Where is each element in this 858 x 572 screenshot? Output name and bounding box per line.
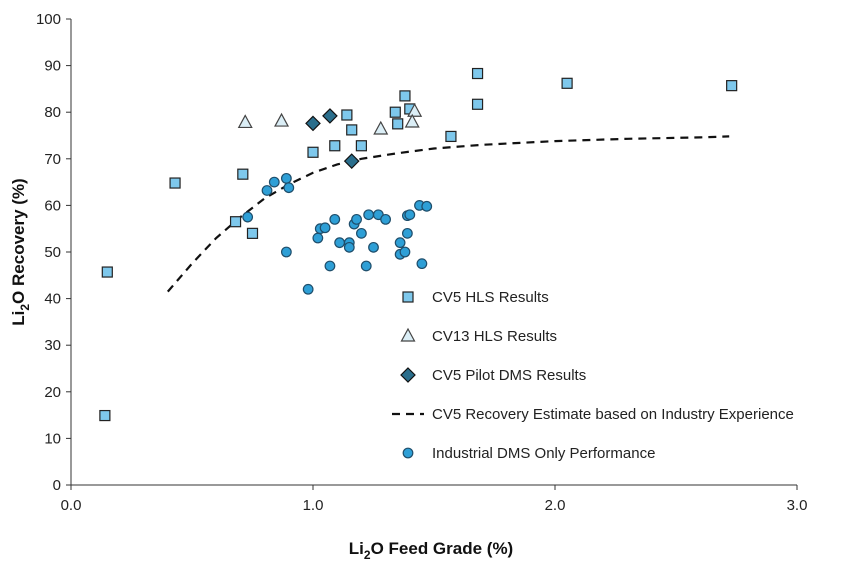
data-point [356, 227, 367, 239]
data-point [351, 213, 362, 225]
series-cv5-hls-results [99, 67, 738, 422]
data-point [373, 120, 389, 135]
legend-item: CV5 HLS Results [402, 289, 549, 306]
y-tick-label: 40 [44, 291, 61, 308]
legend-item: CV5 Pilot DMS Results [400, 367, 586, 384]
data-point [319, 222, 331, 234]
y-tick-label: 50 [44, 244, 61, 261]
data-point [334, 237, 346, 249]
y-axis-title-sub: 2 [18, 304, 32, 311]
data-point [401, 227, 413, 239]
data-point [274, 112, 290, 127]
data-point [392, 118, 404, 130]
data-point [324, 260, 336, 272]
data-point [421, 200, 433, 212]
data-point [399, 90, 411, 102]
data-point [726, 80, 738, 92]
legend-swatch [400, 367, 416, 383]
data-point [101, 266, 113, 278]
y-axis-title-post: O Recovery (%) [9, 178, 28, 304]
plot-area [99, 67, 738, 422]
legend-swatch [402, 447, 414, 459]
series-industrial-dms-only-performance [242, 172, 433, 295]
data-point [246, 227, 259, 239]
data-point [368, 241, 379, 253]
data-point [363, 209, 375, 221]
series-cv13-hls-results [237, 103, 423, 135]
data-point [380, 213, 392, 225]
data-point [169, 177, 181, 189]
data-point [360, 260, 372, 272]
data-point [399, 246, 411, 258]
data-point [268, 176, 280, 188]
data-point [343, 153, 360, 169]
data-point [237, 168, 249, 180]
x-axis-title-sub: 2 [364, 548, 371, 562]
data-point [242, 211, 254, 223]
data-point [394, 237, 406, 249]
data-point [312, 232, 324, 244]
legend-label: CV5 Recovery Estimate based on Industry … [432, 406, 794, 423]
legend-item: Industrial DMS Only Performance [402, 445, 655, 462]
legend-swatch [400, 327, 416, 342]
series-cv5-pilot-dms-results [305, 108, 360, 169]
y-axis-ticks: 0 10 20 30 40 50 60 70 80 90 100 [36, 11, 71, 494]
legend: CV5 HLS Results CV13 HLS Results CV5 Pilot… [392, 289, 794, 462]
legend-swatch [402, 291, 414, 303]
data-point [237, 114, 253, 129]
data-point [445, 130, 457, 143]
y-tick-label: 0 [53, 477, 61, 494]
data-point [404, 113, 420, 128]
y-tick-label: 10 [44, 430, 61, 447]
y-tick-label: 70 [44, 151, 61, 168]
x-axis-ticks: 0.0 1.0 2.0 3.0 [61, 485, 808, 514]
data-point [404, 209, 416, 221]
legend-label: CV13 HLS Results [432, 328, 557, 345]
data-point [329, 213, 341, 225]
y-tick-label: 30 [44, 337, 61, 354]
data-point [261, 185, 273, 196]
data-point [305, 115, 321, 132]
data-point [561, 77, 573, 89]
data-point [307, 146, 319, 158]
data-point [229, 216, 242, 228]
y-axis-title-pre: Li [9, 311, 28, 326]
data-point [343, 241, 355, 253]
legend-item: CV13 HLS Results [400, 327, 557, 345]
data-point [416, 258, 428, 270]
x-axis-title-post: O Feed Grade (%) [371, 539, 514, 558]
y-tick-label: 90 [44, 58, 61, 75]
data-point [283, 182, 295, 194]
y-tick-label: 20 [44, 384, 61, 401]
data-point [471, 67, 484, 80]
data-point [99, 409, 111, 422]
x-tick-label: 1.0 [303, 497, 324, 514]
x-axis-title: Li2O Feed Grade (%) [349, 539, 513, 562]
legend-label: Industrial DMS Only Performance [432, 445, 655, 462]
legend-label: CV5 Pilot DMS Results [432, 367, 586, 384]
x-tick-label: 3.0 [787, 497, 808, 514]
y-tick-label: 100 [36, 11, 61, 28]
data-point [346, 124, 358, 136]
x-tick-label: 2.0 [545, 497, 566, 514]
data-point [322, 108, 338, 124]
y-tick-label: 80 [44, 104, 61, 121]
data-point [280, 172, 292, 184]
y-tick-label: 60 [44, 197, 61, 214]
data-point [471, 98, 484, 110]
data-point [407, 103, 423, 117]
y-axis-title: Li2O Recovery (%) [9, 178, 32, 325]
data-point [302, 283, 314, 295]
legend-item: CV5 Recovery Estimate based on Industry … [392, 406, 794, 423]
data-point [355, 140, 367, 152]
data-point [329, 140, 341, 152]
x-axis-title-pre: Li [349, 539, 364, 558]
x-tick-label: 0.0 [61, 497, 82, 514]
data-point [341, 109, 353, 121]
data-point [389, 106, 401, 118]
legend-label: CV5 HLS Results [432, 289, 549, 306]
data-point [280, 246, 292, 258]
